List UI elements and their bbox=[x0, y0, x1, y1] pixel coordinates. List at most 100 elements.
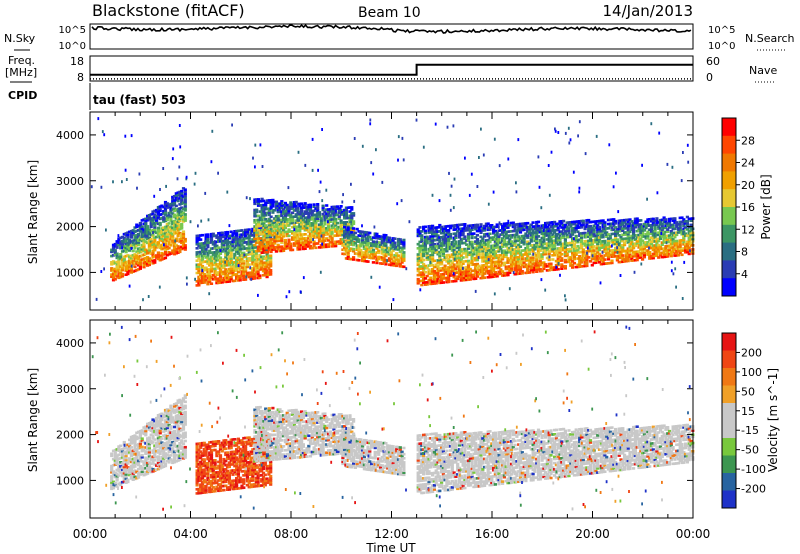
echo-cell bbox=[527, 256, 532, 260]
echo-cell bbox=[229, 234, 233, 238]
echo-cell bbox=[195, 263, 199, 267]
echo-cell bbox=[158, 246, 162, 250]
echo-cell bbox=[220, 264, 224, 268]
echo-cell bbox=[459, 239, 463, 243]
echo-cell bbox=[689, 223, 693, 227]
echo-cell bbox=[416, 277, 420, 281]
echo-cell bbox=[422, 244, 426, 247]
echo-cell bbox=[222, 239, 226, 243]
echo-cell bbox=[443, 264, 447, 268]
echo-cell bbox=[513, 264, 517, 268]
echo-cell bbox=[628, 249, 632, 252]
echo-cell bbox=[262, 240, 266, 244]
echo-cell bbox=[308, 205, 313, 209]
echo-cell bbox=[483, 233, 487, 236]
echo-cell bbox=[452, 238, 456, 242]
echo-cell bbox=[456, 250, 460, 254]
echo-cell bbox=[483, 272, 487, 275]
echo-cell bbox=[649, 228, 654, 231]
echo-cell bbox=[110, 248, 114, 252]
echo-cell bbox=[301, 247, 305, 251]
echo-cell bbox=[348, 241, 352, 244]
echo-cell bbox=[321, 245, 325, 249]
echo-cell bbox=[454, 224, 458, 227]
echo-cell bbox=[544, 223, 548, 227]
echo-cell bbox=[119, 244, 123, 248]
echo-cell bbox=[267, 207, 271, 210]
echo-cell bbox=[497, 266, 501, 270]
echo-cell bbox=[506, 259, 510, 262]
echo-cell bbox=[215, 263, 219, 266]
echo-cell bbox=[391, 261, 395, 265]
echo-cell bbox=[174, 192, 178, 195]
echo-cell bbox=[153, 215, 157, 219]
echo-cell bbox=[163, 200, 168, 204]
echo-cell bbox=[172, 221, 177, 225]
echo-cell bbox=[445, 247, 449, 251]
echo-cell bbox=[291, 211, 295, 215]
echo-cell bbox=[427, 229, 431, 232]
echo-cell bbox=[233, 269, 237, 272]
echo-cell bbox=[657, 221, 661, 224]
echo-cell bbox=[273, 217, 277, 220]
echo-cell bbox=[236, 246, 240, 249]
echo-cell bbox=[213, 269, 217, 273]
echo-cell bbox=[371, 244, 375, 248]
echo-speck bbox=[121, 180, 123, 184]
echo-cell bbox=[326, 226, 331, 230]
echo-speck bbox=[397, 135, 400, 139]
echo-cell bbox=[254, 254, 258, 257]
echo-cell bbox=[137, 243, 141, 246]
echo-cell bbox=[506, 224, 510, 227]
echo-cell bbox=[335, 228, 340, 231]
echo-cell bbox=[571, 233, 575, 236]
echo-cell bbox=[124, 273, 128, 276]
echo-cell bbox=[291, 221, 295, 225]
echo-cell bbox=[438, 244, 442, 248]
echo-cell bbox=[472, 273, 476, 277]
echo-cell bbox=[472, 277, 476, 281]
echo-cell bbox=[639, 239, 643, 243]
echo-cell bbox=[129, 271, 133, 274]
echo-cell bbox=[558, 234, 562, 238]
echo-cell bbox=[344, 248, 348, 252]
echo-cell bbox=[276, 225, 280, 228]
echo-cell bbox=[209, 257, 214, 261]
echo-cell bbox=[475, 248, 479, 251]
echo-cell bbox=[621, 256, 625, 259]
echo-cell bbox=[536, 224, 541, 228]
echo-cell bbox=[278, 208, 282, 212]
echo-cell bbox=[171, 239, 175, 242]
echo-cell bbox=[178, 196, 182, 200]
echo-cell bbox=[574, 253, 578, 256]
echo-cell bbox=[587, 241, 591, 245]
echo-cell bbox=[431, 263, 435, 267]
echo-cell bbox=[217, 265, 221, 268]
echo-cell bbox=[262, 199, 266, 203]
echo-cell bbox=[461, 237, 465, 241]
echo-cell bbox=[477, 242, 481, 245]
echo-cell bbox=[612, 242, 616, 246]
echo-cell bbox=[493, 262, 497, 266]
echo-cell bbox=[200, 250, 205, 253]
echo-cell bbox=[181, 246, 186, 250]
echo-cell bbox=[513, 248, 517, 251]
echo-cell bbox=[549, 229, 553, 233]
echo-cell bbox=[283, 220, 287, 223]
echo-cell bbox=[323, 231, 327, 234]
echo-cell bbox=[572, 222, 576, 226]
echo-cell bbox=[138, 224, 142, 227]
echo-cell bbox=[508, 271, 512, 274]
echo-cell bbox=[308, 207, 313, 211]
echo-cell bbox=[423, 281, 427, 284]
echo-cell bbox=[400, 254, 404, 258]
echo-cell bbox=[344, 257, 348, 260]
echo-cell bbox=[137, 251, 141, 255]
echo-cell bbox=[572, 230, 576, 234]
echo-cell bbox=[129, 244, 133, 247]
echo-cell bbox=[316, 231, 320, 235]
echo-cell bbox=[163, 236, 168, 239]
echo-cell bbox=[501, 261, 505, 265]
echo-cell bbox=[524, 257, 528, 260]
echo-cell bbox=[590, 257, 594, 261]
